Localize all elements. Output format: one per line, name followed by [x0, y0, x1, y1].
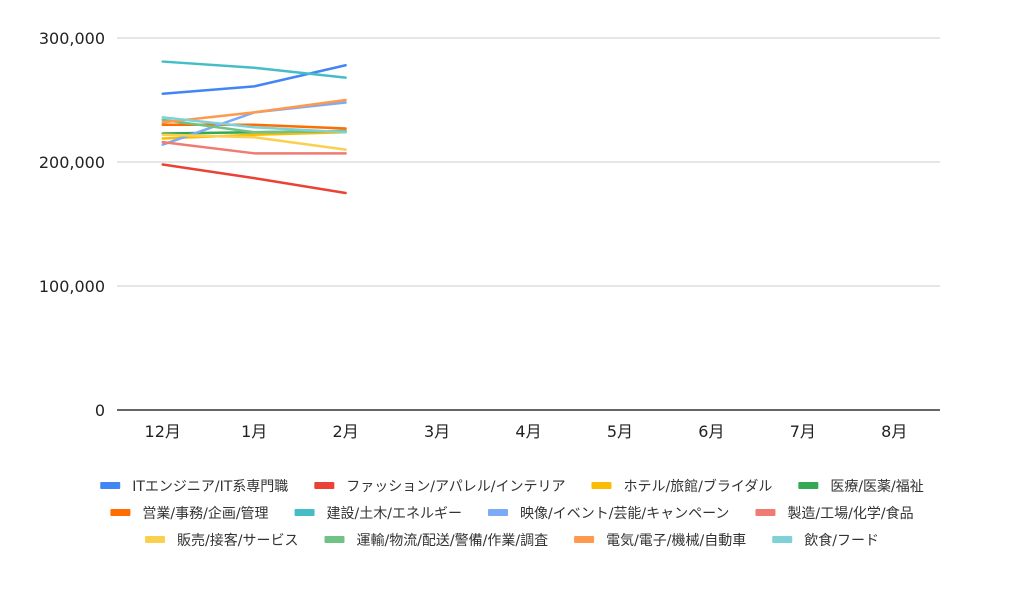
legend-item: 製造/工場/化学/食品 [755, 505, 914, 522]
legend-swatch [294, 509, 315, 516]
series-lines [161, 60, 347, 195]
x-tick-label: 1月 [241, 422, 267, 441]
legend-label: 営業/事務/企画/管理 [142, 505, 268, 522]
legend-swatch [755, 509, 776, 516]
x-tick-label: 2月 [333, 422, 359, 441]
series-line [161, 98, 347, 124]
legend-item: ITエンジニア/IT系専門職 [100, 479, 288, 495]
series-line [161, 130, 347, 140]
legend-swatch [574, 536, 595, 543]
legend-label: 建設/土木/エネルギー [327, 506, 462, 522]
series-line [161, 116, 347, 134]
y-tick-label: 100,000 [39, 277, 105, 296]
legend-label: 電気/電子/機械/自動車 [606, 532, 746, 549]
legend-swatch [487, 509, 508, 516]
series-line [161, 133, 347, 151]
y-tick-label: 300,000 [39, 29, 105, 48]
legend-label: ITエンジニア/IT系専門職 [132, 479, 288, 495]
legend-item: 電気/電子/機械/自動車 [574, 532, 746, 549]
legend-swatch [100, 482, 121, 489]
legend-swatch [591, 482, 612, 489]
legend-swatch [314, 482, 335, 489]
x-tick-label: 12月 [145, 422, 181, 441]
legend-item: 建設/土木/エネルギー [294, 506, 462, 522]
legend-label: 映像/イベント/芸能/キャンペーン [520, 506, 729, 522]
legend-label: 医療/医薬/福祉 [830, 478, 923, 495]
legend-label: 販売/接客/サービス [177, 532, 298, 549]
legend-label: 飲食/フード [804, 532, 879, 549]
legend-label: ホテル/旅館/ブライダル [623, 478, 772, 495]
series-line [161, 140, 347, 155]
legend-row: 販売/接客/サービス 運輸/物流/配送/警備/作業/調査 電気/電子/機械/自動車 飲… [145, 532, 879, 549]
legend: ITエンジニア/IT系専門職 ファッション/アパレル/インテリア ホテル/旅館/ブラ… [100, 478, 924, 549]
legend-swatch [798, 482, 819, 489]
legend-swatch [772, 536, 793, 543]
legend-swatch [145, 536, 166, 543]
legend-item: 飲食/フード [772, 532, 879, 549]
x-tick-label: 3月 [424, 422, 450, 441]
y-tick-label: 0 [95, 401, 105, 420]
legend-item: 運輸/物流/配送/警備/作業/調査 [324, 533, 548, 549]
legend-row: ITエンジニア/IT系専門職 ファッション/アパレル/インテリア ホテル/旅館/ブラ… [100, 478, 924, 495]
legend-item: ホテル/旅館/ブライダル [591, 478, 772, 495]
legend-label: 運輸/物流/配送/警備/作業/調査 [356, 533, 548, 549]
x-tick-label: 7月 [790, 422, 816, 441]
series-line [161, 163, 347, 195]
legend-label: 製造/工場/化学/食品 [787, 505, 913, 522]
legend-item: 営業/事務/企画/管理 [110, 505, 269, 522]
x-tick-label: 8月 [881, 422, 907, 441]
y-tick-label: 200,000 [39, 153, 105, 172]
x-tick-label: 4月 [515, 422, 541, 441]
x-tick-label: 6月 [698, 422, 724, 441]
legend-row: 営業/事務/企画/管理 建設/土木/エネルギー 映像/イベント/芸能/キャンペーン 製… [110, 505, 914, 522]
legend-item: 映像/イベント/芸能/キャンペーン [487, 506, 729, 522]
series-line [161, 60, 347, 79]
x-tick-label: 5月 [607, 422, 633, 441]
axes: 0 100,000 200,000 300,000 12月 1月 2月 3月 4月 5月 6月 7月 8… [39, 29, 940, 441]
legend-item: ファッション/アパレル/インテリア [314, 479, 565, 495]
legend-item: 医療/医薬/福祉 [798, 478, 924, 495]
legend-label: ファッション/アパレル/インテリア [346, 479, 565, 495]
legend-item: 販売/接客/サービス [145, 532, 298, 549]
series-line [161, 64, 347, 96]
legend-swatch [110, 509, 131, 516]
legend-swatch [324, 536, 345, 543]
gridlines [117, 37, 940, 287]
